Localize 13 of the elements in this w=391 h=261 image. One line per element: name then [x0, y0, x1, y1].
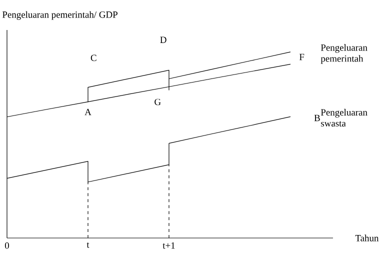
x-tick-label: t+1	[162, 242, 175, 249]
x-tick-label: 0	[4, 242, 10, 249]
annotation: A	[84, 108, 92, 116]
y-axis-title: Pengeluaran pemerintah/ GDP	[2, 11, 118, 20]
annotation: G	[154, 98, 161, 106]
annotation: B	[314, 114, 320, 122]
x-tick-label: t	[86, 242, 90, 248]
x-axis-title: Tahun	[355, 234, 379, 242]
text: Pengeluaran pemerintah	[320, 44, 368, 64]
annotation: F	[299, 54, 304, 60]
text: D	[160, 36, 166, 43]
text: Pengeluaran swasta	[320, 108, 368, 127]
annotation: C	[90, 54, 96, 62]
